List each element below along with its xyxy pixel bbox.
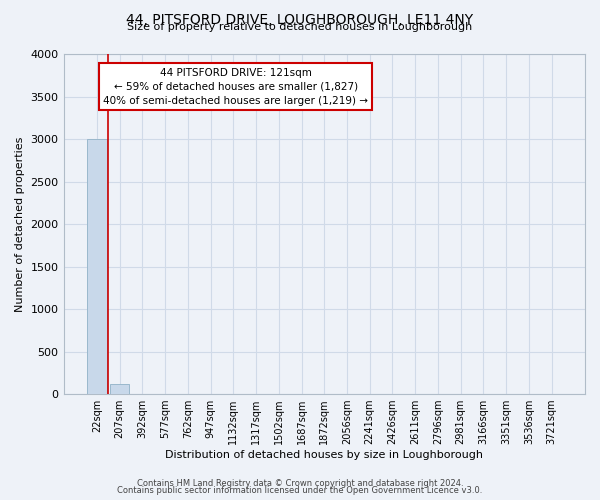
Text: Contains public sector information licensed under the Open Government Licence v3: Contains public sector information licen… xyxy=(118,486,482,495)
Bar xyxy=(87,139,107,394)
Text: Contains HM Land Registry data © Crown copyright and database right 2024.: Contains HM Land Registry data © Crown c… xyxy=(137,478,463,488)
Text: 44 PITSFORD DRIVE: 121sqm
← 59% of detached houses are smaller (1,827)
40% of se: 44 PITSFORD DRIVE: 121sqm ← 59% of detac… xyxy=(103,68,368,106)
Text: 44, PITSFORD DRIVE, LOUGHBOROUGH, LE11 4NY: 44, PITSFORD DRIVE, LOUGHBOROUGH, LE11 4… xyxy=(127,12,473,26)
Bar xyxy=(110,384,130,394)
X-axis label: Distribution of detached houses by size in Loughborough: Distribution of detached houses by size … xyxy=(165,450,483,460)
Text: Size of property relative to detached houses in Loughborough: Size of property relative to detached ho… xyxy=(127,22,473,32)
Y-axis label: Number of detached properties: Number of detached properties xyxy=(15,136,25,312)
